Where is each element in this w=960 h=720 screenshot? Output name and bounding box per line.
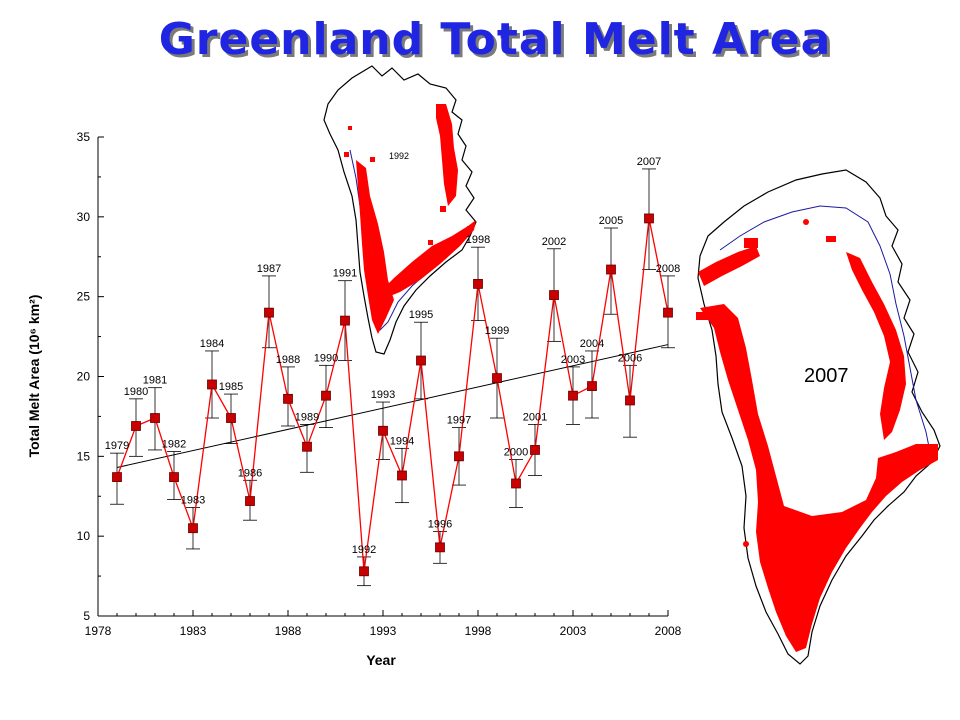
data-label: 1993 xyxy=(371,389,395,401)
data-label: 2001 xyxy=(523,411,547,423)
data-point xyxy=(131,421,141,431)
data-point xyxy=(416,355,426,366)
trend-line xyxy=(116,344,669,468)
data-label: 1979 xyxy=(105,440,129,452)
page-title: Greenland Total Melt Area xyxy=(158,14,832,65)
melt-area-chart: 5 10 15 20 25 30 35 1978 1983 1988 1993 1998 2003 200… xyxy=(26,130,682,668)
data-point xyxy=(378,425,388,436)
data-point xyxy=(264,307,274,318)
y-tick-label: 35 xyxy=(77,130,91,144)
data-label: 2004 xyxy=(580,338,604,350)
data-point xyxy=(169,472,179,482)
data-point xyxy=(644,213,654,224)
data-point xyxy=(568,390,578,401)
data-label: 1997 xyxy=(447,415,471,427)
data-point xyxy=(340,315,350,326)
data-label: 1998 xyxy=(466,234,490,246)
greenland-map-1992-icon: 1992 xyxy=(323,65,477,355)
data-label: 1983 xyxy=(181,494,205,506)
data-label: 2003 xyxy=(561,354,585,366)
data-point xyxy=(112,472,122,482)
x-tick-label: 1983 xyxy=(180,624,207,638)
data-point xyxy=(473,278,483,289)
x-tick-label: 1998 xyxy=(465,624,492,638)
data-label: 1995 xyxy=(409,309,433,321)
x-axis-title: Year xyxy=(366,652,396,668)
y-tick-label: 25 xyxy=(77,290,91,304)
x-tick-label: 1988 xyxy=(275,624,302,638)
data-point xyxy=(454,451,464,462)
data-label: 2008 xyxy=(656,263,680,275)
data-label: 2007 xyxy=(637,156,661,168)
chart-ticks: 5 10 15 20 25 30 35 1978 1983 1988 1993 1998 2003 200… xyxy=(77,130,682,638)
data-point xyxy=(625,395,635,406)
data-label: 1980 xyxy=(124,386,148,398)
data-point xyxy=(549,290,559,300)
greenland-map-2007-icon: 2007 xyxy=(696,169,941,665)
data-label: 1990 xyxy=(314,352,338,364)
data-point xyxy=(397,470,407,481)
data-label: 1986 xyxy=(238,467,262,479)
data-label: 2002 xyxy=(542,236,566,248)
data-label: 1985 xyxy=(219,381,243,393)
data-label: 1999 xyxy=(485,325,509,337)
data-point xyxy=(587,381,597,391)
data-point xyxy=(492,373,502,383)
data-point xyxy=(226,413,236,423)
data-label: 2000 xyxy=(504,447,528,459)
data-label: 1988 xyxy=(276,354,300,366)
data-label: 2005 xyxy=(599,215,623,227)
map-2007-year-label: 2007 xyxy=(804,365,849,387)
y-tick-label: 15 xyxy=(77,449,91,463)
y-axis-title: Total Melt Area (10⁶ km²) xyxy=(26,295,42,458)
y-tick-label: 10 xyxy=(77,529,91,543)
y-tick-label: 30 xyxy=(77,210,91,224)
greenland-2007-ice-edge xyxy=(719,205,931,453)
data-label: 1982 xyxy=(162,439,186,451)
data-label: 1994 xyxy=(390,435,414,447)
x-tick-label: 2008 xyxy=(655,624,682,638)
series-markers xyxy=(112,213,673,577)
data-point xyxy=(207,379,217,390)
melt-2007-region xyxy=(696,219,938,652)
data-point xyxy=(606,264,616,275)
data-point xyxy=(663,307,673,318)
data-point xyxy=(245,496,255,506)
data-label: 1991 xyxy=(333,268,357,280)
data-point xyxy=(530,445,540,455)
data-point xyxy=(321,390,331,401)
y-tick-label: 5 xyxy=(83,609,90,623)
data-point xyxy=(435,542,445,553)
data-label: 1987 xyxy=(257,263,281,275)
x-tick-label: 1993 xyxy=(370,624,397,638)
greenland-1992-coastline xyxy=(323,65,477,355)
data-point xyxy=(302,441,312,452)
data-point xyxy=(359,566,369,577)
data-label: 1984 xyxy=(200,338,224,350)
data-label: 2006 xyxy=(618,352,642,364)
data-point xyxy=(511,478,521,489)
data-label: 1996 xyxy=(428,518,452,530)
x-tick-label: 2003 xyxy=(560,624,587,638)
data-point xyxy=(283,393,293,404)
data-label: 1992 xyxy=(352,544,376,556)
data-point xyxy=(188,523,198,534)
data-point xyxy=(150,413,160,423)
data-label: 1981 xyxy=(143,375,167,387)
x-tick-label: 1978 xyxy=(85,624,112,638)
melt-1992-region xyxy=(344,104,476,334)
map-1992-year-label: 1992 xyxy=(389,151,409,161)
y-tick-label: 20 xyxy=(77,370,91,384)
data-label: 1989 xyxy=(295,411,319,423)
